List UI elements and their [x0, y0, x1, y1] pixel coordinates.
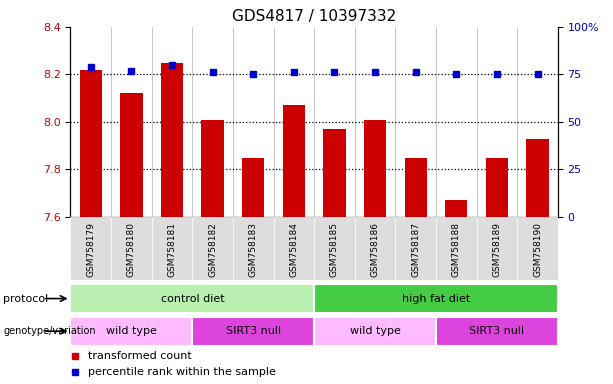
- Text: GSM758190: GSM758190: [533, 222, 542, 277]
- Text: GSM758182: GSM758182: [208, 222, 217, 277]
- Bar: [355, 217, 395, 280]
- Bar: [111, 217, 151, 280]
- Bar: [527, 139, 549, 217]
- Text: percentile rank within the sample: percentile rank within the sample: [88, 367, 275, 377]
- Text: GSM758181: GSM758181: [167, 222, 177, 277]
- Text: SIRT3 null: SIRT3 null: [470, 326, 525, 336]
- Bar: [192, 317, 314, 346]
- Text: GSM758187: GSM758187: [411, 222, 420, 277]
- Bar: [120, 93, 143, 217]
- Text: GSM758179: GSM758179: [86, 222, 95, 277]
- Text: wild type: wild type: [106, 326, 157, 336]
- Bar: [314, 217, 355, 280]
- Text: GSM758183: GSM758183: [249, 222, 257, 277]
- Text: GSM758186: GSM758186: [371, 222, 379, 277]
- Text: GSM758189: GSM758189: [492, 222, 501, 277]
- Text: GSM758185: GSM758185: [330, 222, 339, 277]
- Bar: [477, 217, 517, 280]
- Bar: [202, 119, 224, 217]
- Bar: [242, 157, 264, 217]
- Text: genotype/variation: genotype/variation: [3, 326, 96, 336]
- Bar: [70, 284, 314, 313]
- Bar: [323, 129, 346, 217]
- Bar: [283, 105, 305, 217]
- Bar: [192, 217, 233, 280]
- Bar: [273, 217, 314, 280]
- Bar: [233, 217, 273, 280]
- Bar: [70, 217, 111, 280]
- Bar: [80, 70, 102, 217]
- Bar: [70, 317, 192, 346]
- Text: SIRT3 null: SIRT3 null: [226, 326, 281, 336]
- Bar: [436, 317, 558, 346]
- Title: GDS4817 / 10397332: GDS4817 / 10397332: [232, 9, 396, 24]
- Bar: [314, 317, 436, 346]
- Bar: [517, 217, 558, 280]
- Bar: [364, 119, 386, 217]
- Text: GSM758180: GSM758180: [127, 222, 136, 277]
- Text: GSM758188: GSM758188: [452, 222, 461, 277]
- Bar: [161, 63, 183, 217]
- Bar: [436, 217, 477, 280]
- Text: high fat diet: high fat diet: [402, 293, 470, 304]
- Text: GSM758184: GSM758184: [289, 222, 299, 277]
- Bar: [405, 157, 427, 217]
- Text: protocol: protocol: [3, 293, 48, 304]
- Text: control diet: control diet: [161, 293, 224, 304]
- Bar: [314, 284, 558, 313]
- Bar: [395, 217, 436, 280]
- Text: transformed count: transformed count: [88, 351, 191, 361]
- Bar: [152, 217, 192, 280]
- Text: wild type: wild type: [349, 326, 400, 336]
- Bar: [485, 157, 508, 217]
- Bar: [445, 200, 468, 217]
